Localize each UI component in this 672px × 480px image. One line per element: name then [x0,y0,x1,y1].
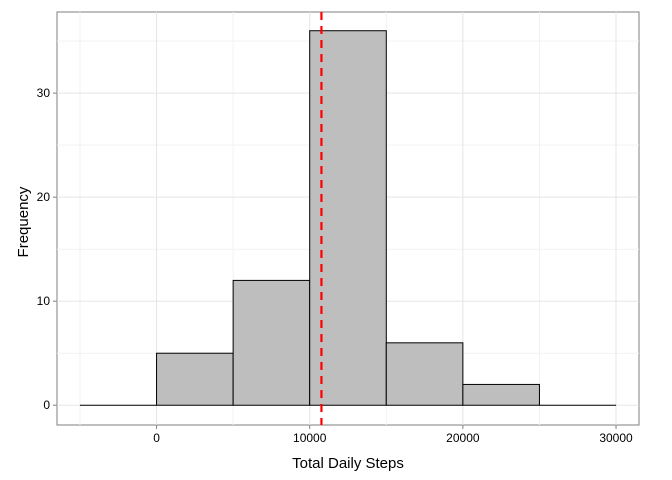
histogram-bars [79,30,617,406]
histogram-bar [462,383,540,406]
x-tick-label: 10000 [293,431,327,445]
histogram-bar [232,279,311,406]
histogram-bar [156,352,234,406]
histogram-bar [385,342,464,406]
y-tick-label: 0 [43,398,50,412]
x-tick-label: 30000 [599,431,633,445]
x-tick-label: 0 [153,431,160,445]
x-axis-title: Total Daily Steps [292,455,404,472]
x-axis-ticks: 0 10000 20000 30000 [153,425,633,445]
y-axis-title: Frequency [15,186,32,257]
histogram-bar [309,30,387,406]
y-axis-ticks: 0 10 20 30 [37,86,57,412]
y-tick-label: 20 [37,190,51,204]
y-tick-label: 30 [37,86,51,100]
x-tick-label: 20000 [446,431,480,445]
y-tick-label: 10 [37,294,51,308]
